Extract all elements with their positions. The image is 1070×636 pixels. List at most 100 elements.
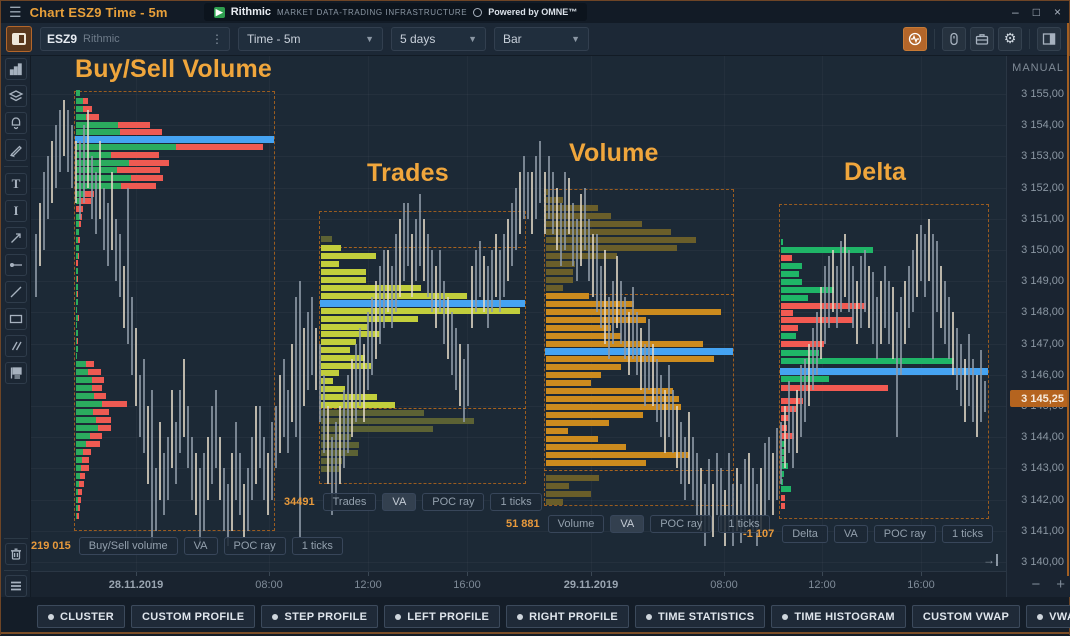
- indicator-button-custom-vwap[interactable]: CUSTOM VWAP: [911, 605, 1021, 628]
- candlestick: [820, 287, 822, 360]
- tool-trash[interactable]: [5, 543, 27, 565]
- profile-bar-volume: [546, 245, 677, 251]
- profile-setting-button-volume[interactable]: Volume: [547, 515, 605, 533]
- profile-setting-button-va[interactable]: VA: [183, 537, 218, 555]
- indicator-button-step-profile[interactable]: STEP PROFILE: [261, 605, 379, 628]
- chart-scale-button[interactable]: [903, 27, 927, 51]
- profile-bar-buy: [76, 457, 82, 463]
- period-select[interactable]: 5 days ▼: [391, 27, 486, 51]
- time-axis[interactable]: 28.11.2019 08:00 12:00 16:00 29.11.2019 08:00…: [31, 571, 1006, 597]
- profile-total-value: 219 015: [31, 540, 71, 552]
- profile-setting-button-1-ticks[interactable]: 1 ticks: [291, 537, 343, 555]
- panel-right-button[interactable]: [1037, 27, 1061, 51]
- candlestick: [568, 178, 570, 235]
- profile-setting-button-va[interactable]: VA: [610, 515, 645, 533]
- candlestick: [123, 265, 125, 328]
- kebab-menu-icon[interactable]: ⋮: [211, 32, 223, 46]
- tool-annotation-flag[interactable]: [5, 362, 27, 384]
- profile-setting-button-poc-ray[interactable]: POC ray: [422, 493, 485, 511]
- candlestick: [303, 328, 305, 406]
- tool-parallel-lines[interactable]: [5, 335, 27, 357]
- price-tick-label: 3 152,00: [1021, 181, 1064, 194]
- candlestick: [912, 250, 914, 313]
- zoom-in-button[interactable]: +: [1056, 576, 1065, 593]
- profile-setting-button-1-ticks[interactable]: 1 ticks: [718, 515, 770, 533]
- layers-icon: [8, 88, 24, 104]
- tool-rectangle[interactable]: [5, 308, 27, 330]
- indicator-button-left-profile[interactable]: LEFT PROFILE: [384, 605, 501, 628]
- candlestick: [439, 250, 441, 313]
- profile-setting-button-poc-ray[interactable]: POC ray: [873, 525, 936, 543]
- timeframe-select[interactable]: Time - 5m ▼: [238, 27, 383, 51]
- tool-bell[interactable]: [5, 112, 27, 134]
- profile-bar-volume: [546, 333, 621, 339]
- candlestick: [900, 296, 902, 375]
- profile-bar-buy: [76, 322, 77, 328]
- maximize-button[interactable]: □: [1032, 5, 1040, 19]
- poc-bar-buysell: [75, 136, 274, 143]
- tool-bar-chart[interactable]: [5, 58, 27, 80]
- profile-setting-button-poc-ray[interactable]: POC ray: [223, 537, 286, 555]
- chart-type-select[interactable]: Bar ▼: [494, 27, 589, 51]
- tool-object-list[interactable]: [5, 575, 27, 597]
- profile-bar-sell: [98, 425, 111, 431]
- profile-setting-button-1-ticks[interactable]: 1 ticks: [941, 525, 994, 543]
- indicator-button-vwap[interactable]: VWAP: [1026, 605, 1070, 628]
- tool-layers[interactable]: [5, 85, 27, 107]
- profile-bar-buy: [76, 505, 78, 511]
- indicator-button-time-statistics[interactable]: TIME STATISTICS: [634, 605, 766, 628]
- minimize-button[interactable]: –: [1012, 5, 1019, 19]
- mouse-button[interactable]: [942, 27, 966, 51]
- grid-line-horizontal: [31, 562, 1006, 563]
- profile-bar-buy: [76, 385, 92, 391]
- profile-bar-sell: [81, 465, 89, 471]
- price-tick-label: 3 146,00: [1021, 368, 1064, 381]
- profile-setting-button-trades[interactable]: Trades: [322, 493, 377, 511]
- price-axis[interactable]: MANUAL 3 155,00 3 154,00 3 153,00 3 152,00 3…: [1006, 56, 1070, 597]
- tool-horizontal-ray[interactable]: [5, 254, 27, 276]
- tool-vertical-line[interactable]: I: [5, 200, 27, 222]
- tool-trend-line[interactable]: [5, 281, 27, 303]
- zoom-out-button[interactable]: −: [1031, 576, 1041, 593]
- candlestick: [640, 328, 642, 391]
- instrument-selector[interactable]: ESZ9 Rithmic ⋮: [40, 27, 230, 51]
- candlestick: [367, 312, 369, 391]
- profile-setting-button-delta[interactable]: Delta: [782, 525, 828, 543]
- profile-setting-button-va[interactable]: VA: [382, 493, 417, 511]
- chart-layout-button[interactable]: [6, 26, 32, 52]
- gear-button[interactable]: ⚙: [998, 27, 1022, 51]
- tool-arrow-line[interactable]: [5, 227, 27, 249]
- briefcase-button[interactable]: [970, 27, 994, 51]
- candlestick: [135, 328, 137, 406]
- candlestick: [47, 156, 49, 219]
- profile-setting-button-poc-ray[interactable]: POC ray: [650, 515, 713, 533]
- indicator-button-time-histogram[interactable]: TIME HISTOGRAM: [771, 605, 906, 628]
- main-toolbar: ESZ9 Rithmic ⋮ Time - 5m ▼ 5 days ▼ Bar …: [1, 23, 1069, 56]
- chart-area[interactable]: Buy/Sell Volume 219 015 Buy/Sell volume VA P…: [31, 56, 1006, 571]
- profile-setting-button-buy-sell-volume[interactable]: Buy/Sell volume: [78, 537, 178, 555]
- tool-text-tool[interactable]: T: [5, 173, 27, 195]
- time-tick-label: 08:00: [710, 579, 738, 591]
- go-to-end-icon[interactable]: →: [983, 554, 998, 566]
- profile-bar-buy: [76, 497, 78, 503]
- candlestick: [796, 390, 798, 453]
- hamburger-menu-icon[interactable]: ☰: [9, 3, 22, 20]
- indicator-button-cluster[interactable]: CLUSTER: [37, 605, 126, 628]
- profile-setting-button-va[interactable]: VA: [833, 525, 868, 543]
- candlestick: [319, 343, 321, 422]
- close-button[interactable]: ×: [1053, 5, 1061, 19]
- profile-bar-delta: [781, 325, 798, 331]
- candlestick: [776, 427, 778, 500]
- indicator-button-custom-profile[interactable]: CUSTOM PROFILE: [131, 605, 256, 628]
- indicator-button-right-profile[interactable]: RIGHT PROFILE: [506, 605, 629, 628]
- profile-bar-delta: [781, 486, 791, 492]
- bell-icon: [8, 115, 24, 131]
- profile-bar-sell: [86, 114, 99, 120]
- candlestick: [644, 343, 646, 406]
- price-tick-label: 3 143,00: [1021, 462, 1064, 475]
- candlestick: [596, 234, 598, 313]
- profile-setting-button-1-ticks[interactable]: 1 ticks: [490, 493, 542, 511]
- tool-pencil[interactable]: [5, 139, 27, 161]
- candlestick: [560, 203, 562, 266]
- object-list-icon: [8, 578, 24, 594]
